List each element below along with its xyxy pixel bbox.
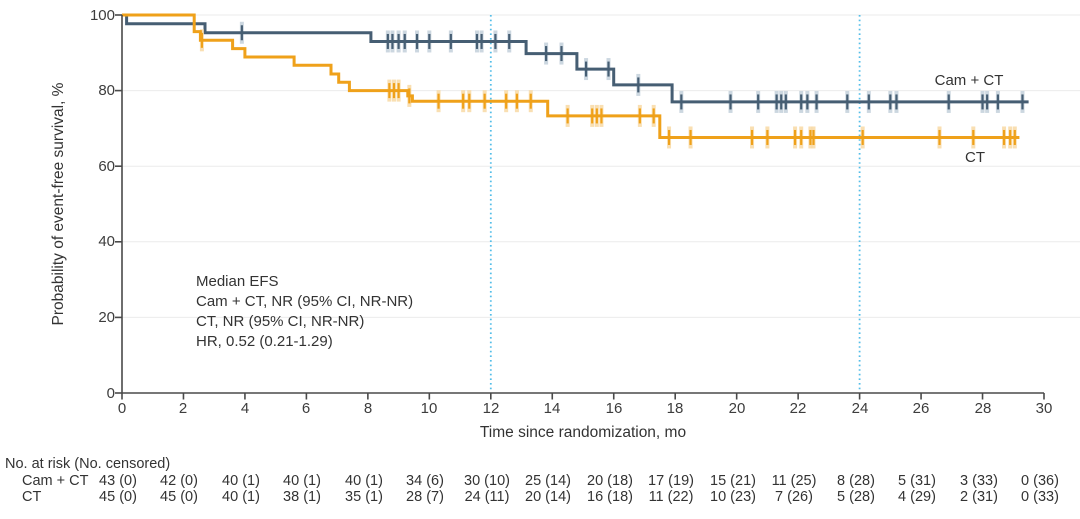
x-tick-label: 6 bbox=[301, 400, 311, 417]
annotation-line-ct: CT, NR (95% CI, NR-NR) bbox=[196, 313, 365, 330]
x-tick-label: 2 bbox=[178, 400, 188, 417]
x-tick-label: 8 bbox=[363, 400, 373, 417]
x-tick-label: 14 bbox=[543, 400, 561, 417]
risk-cell: 35 (1) bbox=[345, 489, 383, 505]
km-plot-canvas bbox=[115, 13, 1080, 400]
x-tick-label: 0 bbox=[117, 400, 127, 417]
risk-cell: 40 (1) bbox=[345, 473, 383, 489]
risk-cell: 8 (28) bbox=[837, 473, 875, 489]
risk-cell: 4 (29) bbox=[898, 489, 936, 505]
risk-cell: 5 (28) bbox=[837, 489, 875, 505]
risk-cell: 42 (0) bbox=[160, 473, 198, 489]
x-tick-label: 20 bbox=[728, 400, 746, 417]
risk-cell: 34 (6) bbox=[406, 473, 444, 489]
x-tick-label: 28 bbox=[974, 400, 992, 417]
risk-cell: 11 (25) bbox=[771, 473, 817, 489]
risk-cell: 0 (33) bbox=[1021, 489, 1059, 505]
risk-cell: 5 (31) bbox=[898, 473, 936, 489]
x-tick-label: 16 bbox=[605, 400, 623, 417]
risk-cell: 40 (1) bbox=[222, 489, 260, 505]
risk-cell: 45 (0) bbox=[99, 489, 137, 505]
risk-cell: 17 (19) bbox=[648, 473, 694, 489]
risk-cell: 2 (31) bbox=[960, 489, 998, 505]
risk-cell: 30 (10) bbox=[464, 473, 510, 489]
risk-cell: 0 (36) bbox=[1021, 473, 1059, 489]
y-tick-label: 0 bbox=[106, 385, 115, 402]
y-tick-label: 100 bbox=[89, 7, 115, 24]
risk-row-label-cam-ct: Cam + CT bbox=[22, 473, 89, 489]
x-tick-label: 18 bbox=[666, 400, 684, 417]
risk-cell: 10 (23) bbox=[710, 489, 756, 505]
y-tick-label: 80 bbox=[98, 82, 115, 99]
risk-cell: 25 (14) bbox=[525, 473, 571, 489]
risk-table-header: No. at risk (No. censored) bbox=[5, 456, 171, 472]
annotation-line-hr: HR, 0.52 (0.21-1.29) bbox=[196, 333, 333, 350]
risk-cell: 20 (18) bbox=[587, 473, 633, 489]
risk-cell: 11 (22) bbox=[648, 489, 694, 505]
risk-row-label-ct: CT bbox=[22, 489, 42, 505]
x-tick-label: 24 bbox=[851, 400, 869, 417]
y-axis-title: Probability of event-free survival, % bbox=[50, 82, 67, 326]
x-tick-label: 4 bbox=[240, 400, 250, 417]
annotation-line-median: Median EFS bbox=[196, 273, 279, 290]
y-tick-label: 20 bbox=[98, 309, 115, 326]
risk-cell: 45 (0) bbox=[160, 489, 198, 505]
risk-cell: 24 (11) bbox=[464, 489, 510, 505]
median-efs-annotation: Median EFS Cam + CT, NR (95% CI, NR-NR) … bbox=[196, 272, 413, 352]
risk-cell: 15 (21) bbox=[710, 473, 756, 489]
risk-cell: 20 (14) bbox=[525, 489, 571, 505]
x-tick-label: 12 bbox=[482, 400, 500, 417]
risk-cell: 3 (33) bbox=[960, 473, 998, 489]
risk-cell: 16 (18) bbox=[587, 489, 633, 505]
risk-cell: 40 (1) bbox=[283, 473, 321, 489]
risk-cell: 28 (7) bbox=[406, 489, 444, 505]
x-tick-label: 10 bbox=[420, 400, 438, 417]
curve-label-ct: CT bbox=[965, 149, 985, 166]
risk-cell: 38 (1) bbox=[283, 489, 321, 505]
risk-cell: 7 (26) bbox=[775, 489, 813, 505]
x-tick-label: 30 bbox=[1035, 400, 1053, 417]
risk-cell: 40 (1) bbox=[222, 473, 260, 489]
y-tick-label: 40 bbox=[98, 233, 115, 250]
x-tick-label: 26 bbox=[912, 400, 930, 417]
y-tick-label: 60 bbox=[98, 158, 115, 175]
annotation-line-camct: Cam + CT, NR (95% CI, NR-NR) bbox=[196, 293, 414, 310]
x-tick-label: 22 bbox=[789, 400, 807, 417]
curve-label-cam-ct: Cam + CT bbox=[934, 72, 1004, 89]
km-curve-cam-ct bbox=[122, 13, 1029, 104]
x-axis-title: Time since randomization, mo bbox=[479, 424, 687, 441]
km-curve-ct bbox=[122, 13, 1020, 139]
risk-cell: 43 (0) bbox=[99, 473, 137, 489]
